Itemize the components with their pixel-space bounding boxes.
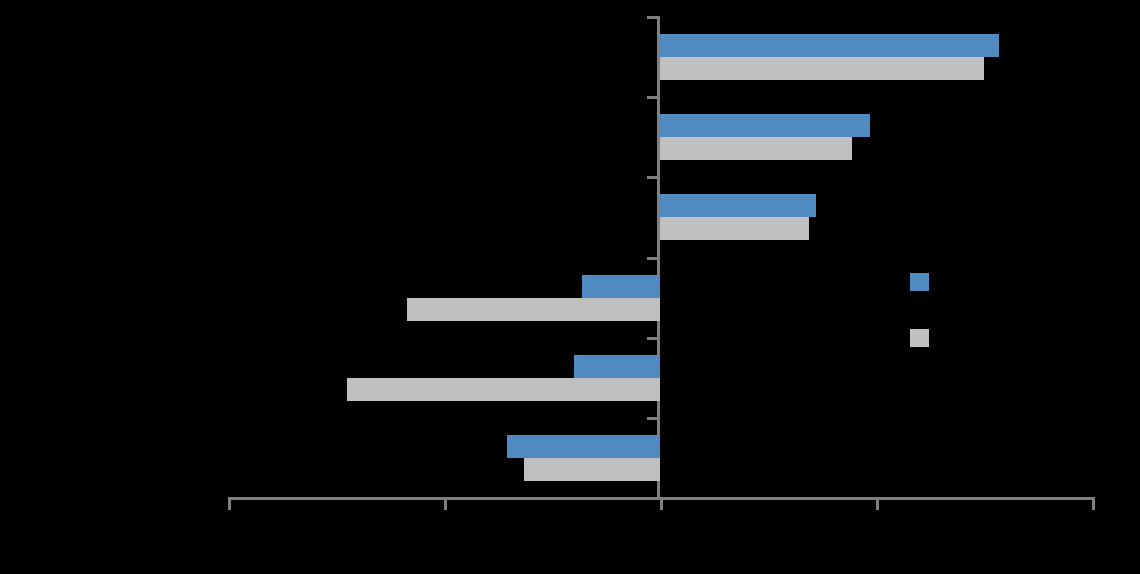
bar-series-2-category-1 bbox=[660, 57, 984, 80]
bar-series-1-category-5 bbox=[574, 355, 660, 378]
legend-swatch-1 bbox=[910, 273, 929, 291]
bar-series-1-category-1 bbox=[660, 34, 999, 57]
bar-series-1-category-4 bbox=[582, 275, 660, 298]
bar-series-1-category-6 bbox=[507, 435, 660, 458]
bar-series-2-category-6 bbox=[524, 458, 660, 481]
x-axis-tick bbox=[660, 497, 663, 510]
bar-series-1-category-3 bbox=[660, 194, 816, 217]
bar-series-2-category-2 bbox=[660, 137, 852, 160]
y-axis-tick bbox=[647, 176, 657, 179]
bar-series-1-category-2 bbox=[660, 114, 870, 137]
y-axis-line bbox=[657, 16, 660, 500]
y-axis-tick bbox=[647, 337, 657, 340]
y-axis-tick bbox=[647, 497, 657, 500]
y-axis-tick bbox=[647, 16, 657, 19]
x-axis-tick bbox=[1092, 497, 1095, 510]
legend-swatch-2 bbox=[910, 329, 929, 347]
bar-series-2-category-4 bbox=[407, 298, 660, 321]
y-axis-tick bbox=[647, 96, 657, 99]
x-axis-tick bbox=[444, 497, 447, 510]
bar-series-2-category-5 bbox=[347, 378, 660, 401]
y-axis-tick bbox=[647, 417, 657, 420]
bar-series-2-category-3 bbox=[660, 217, 809, 240]
y-axis-tick bbox=[647, 257, 657, 260]
x-axis-tick bbox=[876, 497, 879, 510]
x-axis-tick bbox=[228, 497, 231, 510]
